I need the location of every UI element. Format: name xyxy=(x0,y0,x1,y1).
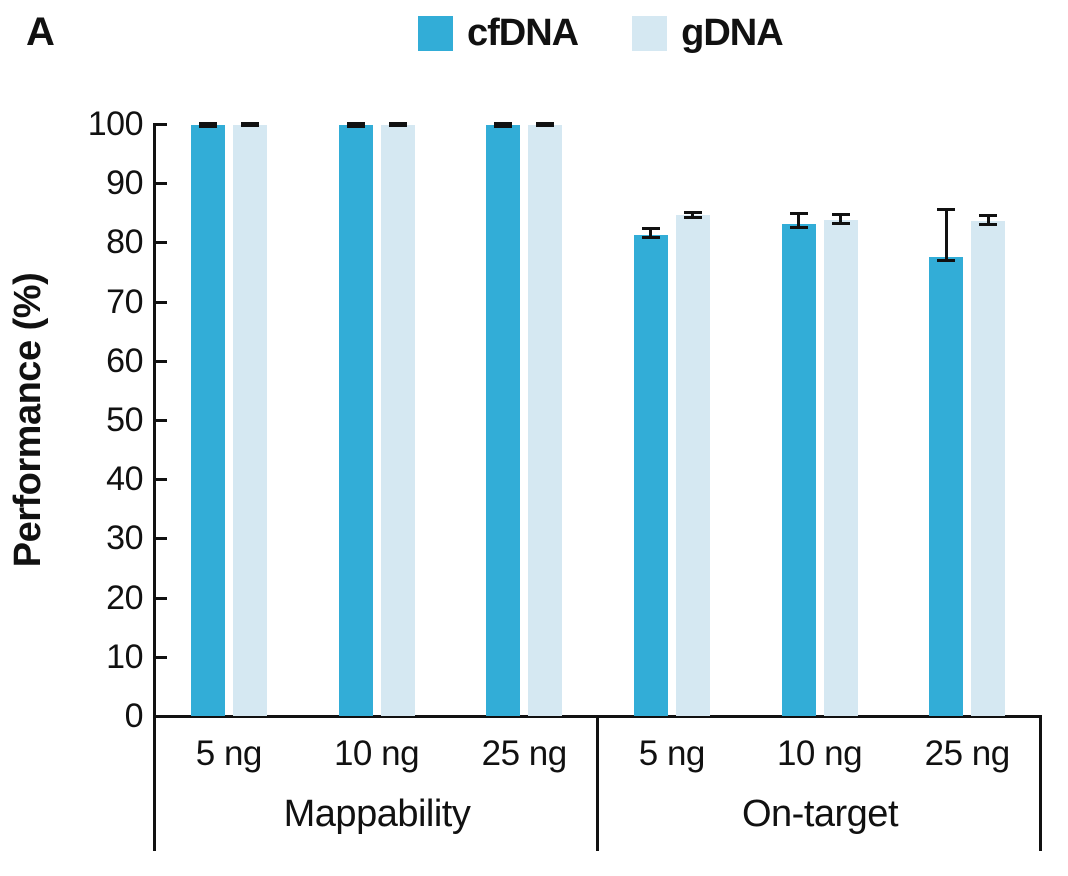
y-tick-70 xyxy=(155,300,167,304)
bar-cfDNA-0 xyxy=(190,124,225,716)
error-cap-top-cfDNA-2 xyxy=(494,121,513,125)
error-bar-cfDNA-0 xyxy=(206,122,210,127)
y-tick-label-70: 70 xyxy=(106,282,143,321)
x-category-label-2: 25 ng xyxy=(481,734,568,773)
error-cap-top-cfDNA-4 xyxy=(789,211,808,215)
y-tick-80 xyxy=(155,241,167,245)
group-label-on-target: On-target xyxy=(741,793,899,835)
error-cap-top-gDNA-2 xyxy=(536,122,555,126)
y-tick-label-0: 0 xyxy=(124,697,144,735)
error-cap-top-gDNA-4 xyxy=(831,212,850,216)
y-tick-label-10: 10 xyxy=(106,637,143,676)
y-tick-100 xyxy=(155,123,167,126)
legend-label-cfdna: cfDNA xyxy=(467,12,579,54)
cfdna-color-swatch xyxy=(418,15,453,51)
error-cap-top-gDNA-1 xyxy=(388,122,407,126)
error-cap-top-cfDNA-1 xyxy=(346,121,365,125)
bar-cfDNA-5 xyxy=(929,257,964,716)
y-tick-label-80: 80 xyxy=(106,223,143,262)
bar-cfDNA-4 xyxy=(781,224,816,716)
y-tick-label-90: 90 xyxy=(106,164,143,203)
y-tick-label-50: 50 xyxy=(106,401,143,439)
x-category-label-5: 25 ng xyxy=(924,734,1011,773)
legend-item-cfdna: cfDNA xyxy=(418,12,579,54)
bar-gDNA-0 xyxy=(232,124,267,716)
y-tick-0 xyxy=(155,715,167,718)
y-axis-title: Performance (%) xyxy=(7,272,49,568)
y-tick-label-100: 100 xyxy=(87,105,144,143)
error-bar-gDNA-4 xyxy=(839,213,842,225)
error-bar-gDNA-3 xyxy=(691,212,695,218)
error-cap-top-cfDNA-3 xyxy=(641,227,660,231)
y-tick-50 xyxy=(155,419,167,422)
y-tick-20 xyxy=(155,596,167,600)
x-category-label-1: 10 ng xyxy=(333,734,420,773)
error-cap-top-cfDNA-5 xyxy=(937,207,956,211)
error-cap-bottom-cfDNA-4 xyxy=(789,226,808,230)
bar-gDNA-5 xyxy=(971,221,1006,716)
error-cap-bottom-cfDNA-0 xyxy=(198,124,217,128)
y-axis-line xyxy=(153,123,156,851)
error-cap-top-gDNA-3 xyxy=(683,211,702,215)
x-category-label-4: 10 ng xyxy=(776,734,863,773)
x-category-label-0: 5 ng xyxy=(195,734,263,773)
error-bar-cfDNA-2 xyxy=(501,122,505,127)
bar-gDNA-3 xyxy=(675,215,710,716)
error-cap-bottom-gDNA-4 xyxy=(831,222,850,226)
error-cap-bottom-gDNA-3 xyxy=(683,215,702,219)
error-cap-bottom-gDNA-5 xyxy=(979,222,998,226)
error-cap-top-cfDNA-0 xyxy=(198,121,217,125)
error-bar-cfDNA-1 xyxy=(354,122,357,127)
legend-label-gdna: gDNA xyxy=(681,12,784,54)
error-cap-bottom-cfDNA-5 xyxy=(937,259,956,263)
gdna-color-swatch xyxy=(632,15,668,51)
x-category-label-3: 5 ng xyxy=(638,734,706,773)
bar-cfDNA-2 xyxy=(486,124,521,716)
y-tick-label-60: 60 xyxy=(106,341,143,380)
legend-item-gdna: gDNA xyxy=(632,12,784,54)
error-cap-bottom-gDNA-0 xyxy=(240,124,259,128)
y-tick-90 xyxy=(155,182,167,186)
bar-gDNA-4 xyxy=(823,219,858,716)
y-tick-label-20: 20 xyxy=(106,578,143,617)
error-cap-bottom-cfDNA-2 xyxy=(494,124,513,128)
error-bar-gDNA-5 xyxy=(986,214,990,225)
error-cap-top-gDNA-5 xyxy=(979,213,998,217)
y-tick-label-30: 30 xyxy=(106,519,143,558)
y-tick-30 xyxy=(155,537,167,541)
error-bar-cfDNA-5 xyxy=(944,208,948,262)
legend: cfDNA gDNA xyxy=(418,12,784,54)
error-cap-bottom-cfDNA-1 xyxy=(346,124,365,128)
bar-gDNA-1 xyxy=(380,124,415,716)
error-bar-cfDNA-4 xyxy=(797,212,800,229)
panel-label: A xyxy=(26,10,55,54)
y-tick-40 xyxy=(155,478,167,482)
y-tick-10 xyxy=(155,655,167,659)
bar-cfDNA-1 xyxy=(338,124,373,716)
error-cap-top-gDNA-0 xyxy=(240,122,259,126)
error-cap-bottom-gDNA-2 xyxy=(536,124,555,128)
error-bar-cfDNA-3 xyxy=(649,228,653,239)
bracket-right-line xyxy=(1039,716,1042,851)
bar-gDNA-2 xyxy=(528,124,563,716)
group-label-mappability: Mappability xyxy=(283,793,471,835)
y-tick-60 xyxy=(155,359,167,363)
error-cap-bottom-gDNA-1 xyxy=(388,124,407,128)
y-tick-label-40: 40 xyxy=(106,460,143,499)
group-divider-line xyxy=(596,716,599,851)
error-cap-bottom-cfDNA-3 xyxy=(641,236,660,240)
bar-cfDNA-3 xyxy=(633,235,668,716)
